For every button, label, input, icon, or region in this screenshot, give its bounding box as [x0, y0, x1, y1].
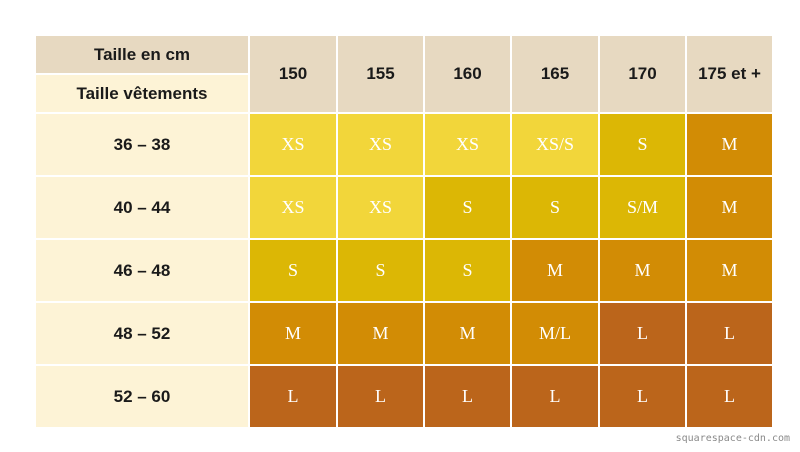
size-cell: L	[687, 366, 772, 427]
size-cell: S/M	[600, 177, 685, 238]
size-cell: S	[250, 240, 336, 301]
size-cell: S	[425, 240, 510, 301]
size-chart-table: Taille en cm 150 155 160 165 170 175 et …	[36, 36, 772, 427]
size-cell: XS	[338, 177, 423, 238]
row-label-46-48: 46 – 48	[36, 240, 248, 301]
row-label-48-52: 48 – 52	[36, 303, 248, 364]
header-height-150: 150	[250, 36, 336, 112]
size-cell: L	[600, 303, 685, 364]
size-cell: S	[600, 114, 685, 175]
row-label-52-60: 52 – 60	[36, 366, 248, 427]
header-height-165: 165	[512, 36, 598, 112]
size-cell: XS/S	[512, 114, 598, 175]
size-cell: XS	[250, 177, 336, 238]
header-height-155: 155	[338, 36, 423, 112]
size-cell: M	[687, 177, 772, 238]
header-height-cm-label: Taille en cm	[36, 36, 248, 73]
size-cell: M	[600, 240, 685, 301]
size-cell: M	[687, 114, 772, 175]
header-height-175-plus: 175 et +	[687, 36, 772, 112]
size-cell: M	[338, 303, 423, 364]
size-cell: L	[512, 366, 598, 427]
row-label-36-38: 36 – 38	[36, 114, 248, 175]
size-cell: L	[338, 366, 423, 427]
row-label-40-44: 40 – 44	[36, 177, 248, 238]
size-cell: S	[512, 177, 598, 238]
size-cell: S	[338, 240, 423, 301]
size-cell: M/L	[512, 303, 598, 364]
header-height-170: 170	[600, 36, 685, 112]
size-cell: M	[512, 240, 598, 301]
size-cell: S	[425, 177, 510, 238]
size-cell: XS	[338, 114, 423, 175]
size-cell: XS	[425, 114, 510, 175]
size-cell: M	[425, 303, 510, 364]
size-cell: L	[250, 366, 336, 427]
size-cell: XS	[250, 114, 336, 175]
source-watermark: squarespace-cdn.com	[675, 433, 790, 444]
size-cell: L	[600, 366, 685, 427]
header-clothing-size-label: Taille vêtements	[36, 75, 248, 112]
header-height-160: 160	[425, 36, 510, 112]
size-cell: M	[250, 303, 336, 364]
size-cell: L	[687, 303, 772, 364]
size-cell: L	[425, 366, 510, 427]
size-cell: M	[687, 240, 772, 301]
